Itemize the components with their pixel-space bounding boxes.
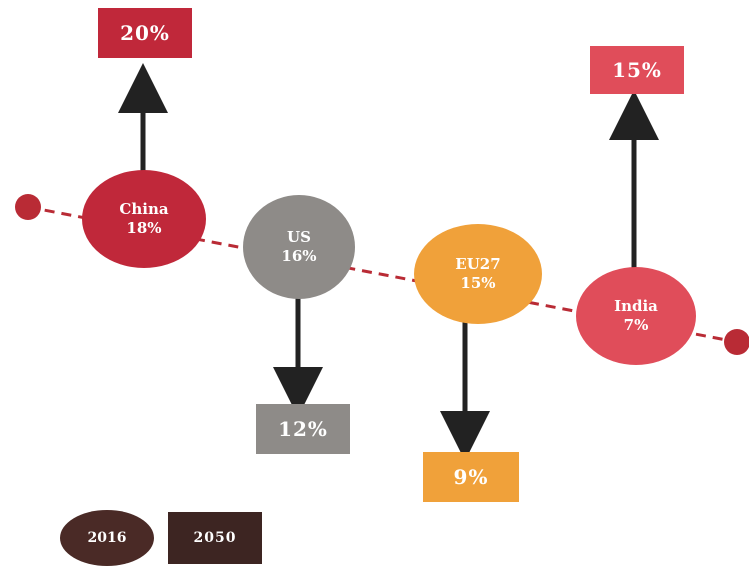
eu27-name: EU27 [455,255,501,273]
india-circle: India 7% [576,267,696,365]
eu27-circle: EU27 15% [414,224,542,324]
india-share-2050: 15% [612,58,662,82]
india-2050-box: 15% [590,46,684,94]
legend-2050-label: 2050 [193,530,237,546]
trend-line-start-dot [15,194,41,220]
legend-2016-label: 2016 [87,529,127,546]
us-share-2050: 12% [278,417,328,441]
us-circle: US 16% [243,195,355,299]
eu27-share-2016: 15% [460,274,496,292]
india-name: India [614,297,658,315]
china-2050-box: 20% [98,8,192,58]
china-name: China [119,200,169,218]
india-share-2016: 7% [623,316,649,334]
us-2050-box: 12% [256,404,350,454]
trend-line-end-dot [724,329,749,355]
china-share-2050: 20% [120,21,170,45]
china-circle: China 18% [82,170,206,268]
china-share-2016: 18% [126,219,162,237]
legend-2016-circle: 2016 [60,510,154,566]
eu27-share-2050: 9% [453,465,489,489]
legend-2050-box: 2050 [168,512,262,564]
us-share-2016: 16% [281,247,317,265]
us-name: US [287,228,311,246]
eu27-2050-box: 9% [423,452,519,502]
